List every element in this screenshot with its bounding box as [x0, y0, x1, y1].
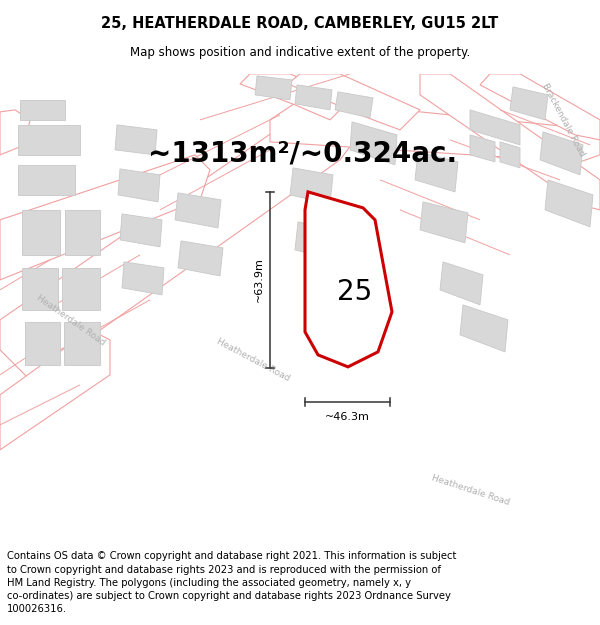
Polygon shape [120, 214, 162, 247]
Polygon shape [18, 125, 80, 155]
Polygon shape [0, 100, 370, 380]
Polygon shape [295, 222, 338, 260]
Polygon shape [22, 210, 60, 255]
Polygon shape [25, 322, 60, 365]
Text: Heatherdale Road: Heatherdale Road [35, 293, 107, 347]
Polygon shape [415, 152, 458, 192]
Text: Contains OS data © Crown copyright and database right 2021. This information is : Contains OS data © Crown copyright and d… [7, 551, 457, 614]
Polygon shape [255, 76, 292, 100]
Text: ~1313m²/~0.324ac.: ~1313m²/~0.324ac. [148, 140, 457, 168]
Polygon shape [64, 322, 100, 365]
Polygon shape [18, 165, 75, 195]
Text: Heatherdale Road: Heatherdale Road [430, 473, 510, 507]
Text: ~63.9m: ~63.9m [254, 258, 264, 302]
Polygon shape [440, 262, 483, 305]
Polygon shape [350, 122, 397, 165]
Text: ~46.3m: ~46.3m [325, 412, 370, 422]
Polygon shape [470, 110, 520, 145]
Polygon shape [335, 92, 373, 118]
Polygon shape [22, 268, 58, 310]
Polygon shape [545, 180, 593, 227]
Polygon shape [288, 74, 420, 130]
Polygon shape [270, 100, 600, 162]
Polygon shape [118, 169, 160, 202]
Polygon shape [115, 125, 157, 155]
Polygon shape [0, 155, 210, 280]
Polygon shape [62, 268, 100, 310]
Polygon shape [178, 241, 223, 276]
Text: 25: 25 [337, 278, 373, 306]
Polygon shape [122, 262, 164, 295]
Text: Map shows position and indicative extent of the property.: Map shows position and indicative extent… [130, 46, 470, 59]
Polygon shape [540, 132, 583, 175]
Polygon shape [500, 142, 520, 168]
Text: Brackendale Road: Brackendale Road [540, 82, 586, 158]
Polygon shape [470, 135, 495, 162]
Polygon shape [175, 193, 221, 228]
Polygon shape [20, 100, 65, 120]
Polygon shape [0, 330, 110, 450]
Polygon shape [460, 305, 508, 352]
Polygon shape [65, 210, 100, 255]
Text: Heatherdale Road: Heatherdale Road [215, 337, 291, 383]
Polygon shape [0, 110, 30, 155]
Polygon shape [295, 85, 332, 110]
Polygon shape [480, 74, 600, 140]
Polygon shape [290, 168, 333, 204]
Polygon shape [240, 74, 350, 120]
Polygon shape [420, 74, 600, 210]
Polygon shape [305, 192, 392, 367]
Polygon shape [420, 202, 468, 243]
Polygon shape [510, 87, 548, 120]
Text: 25, HEATHERDALE ROAD, CAMBERLEY, GU15 2LT: 25, HEATHERDALE ROAD, CAMBERLEY, GU15 2L… [101, 16, 499, 31]
